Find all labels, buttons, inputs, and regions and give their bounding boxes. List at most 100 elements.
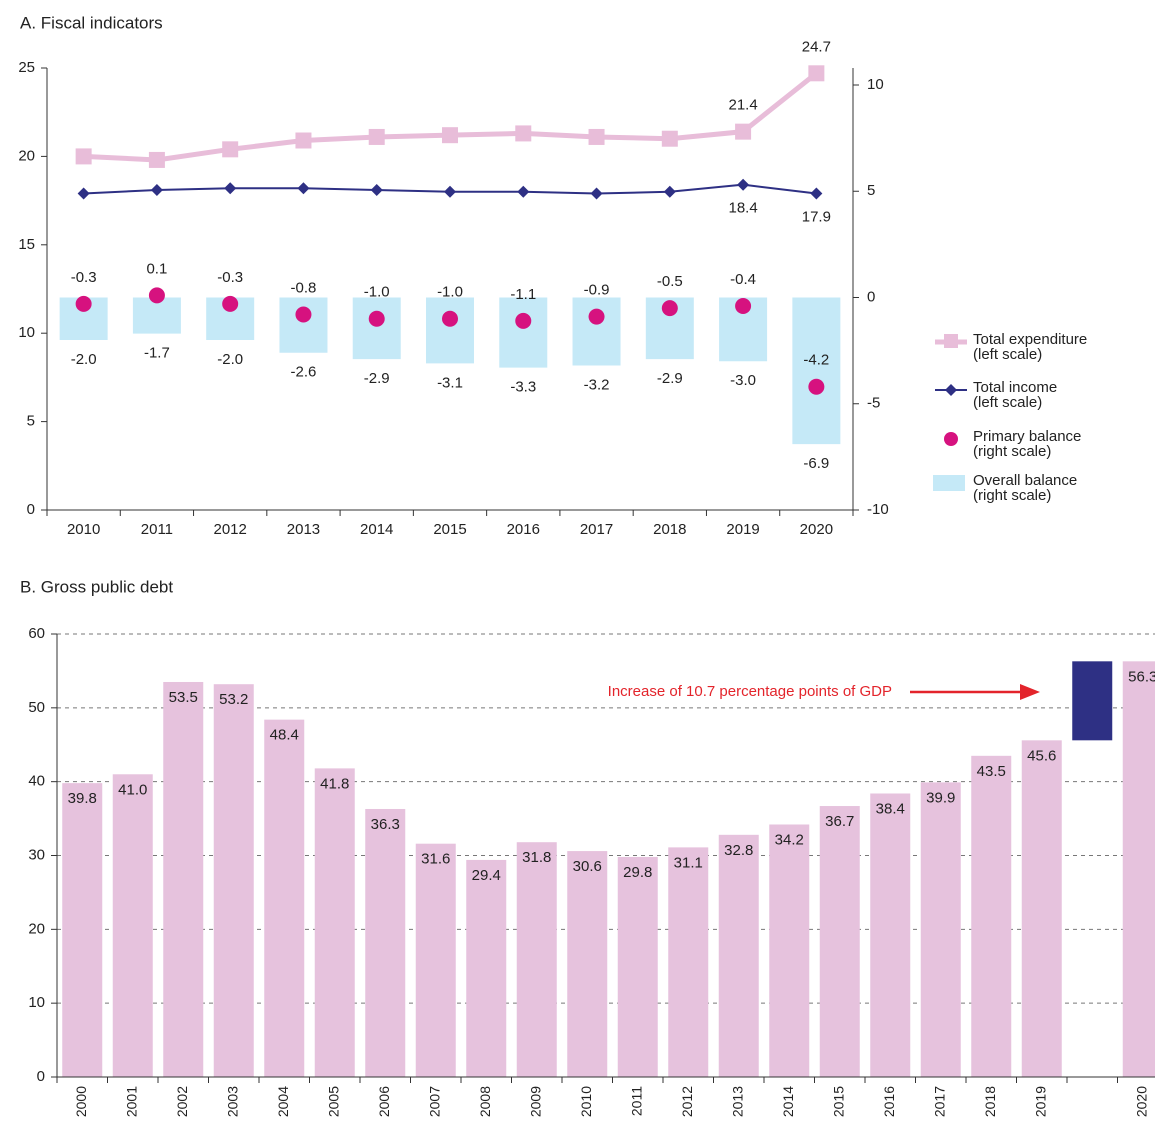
legend-marker: [944, 432, 958, 446]
marker: [737, 178, 750, 191]
marker: [515, 312, 532, 329]
legend-label: Overall balance (right scale): [973, 472, 1077, 504]
bar: [617, 856, 658, 1077]
bar: [769, 824, 810, 1077]
y-tick-label: 5: [27, 413, 35, 430]
y-tick-label: 10: [18, 324, 35, 341]
data-label: 24.7: [802, 38, 831, 55]
y-tick-label: 30: [28, 846, 45, 863]
legend-marker: [933, 475, 965, 491]
data-label: 36.3: [371, 816, 400, 833]
data-label: -3.2: [584, 376, 610, 393]
y2-tick-label: 10: [867, 76, 884, 93]
data-label: 36.7: [825, 813, 854, 830]
y2-tick-label: 0: [867, 288, 875, 305]
data-label: -1.0: [437, 284, 463, 301]
x-tick-label: 2020: [1133, 1086, 1149, 1117]
data-label: -3.1: [437, 374, 463, 391]
data-label: 56.3: [1128, 668, 1155, 685]
data-label: 31.6: [421, 851, 450, 868]
bar: [132, 297, 181, 334]
x-tick-label: 2007: [426, 1086, 442, 1117]
x-tick-label: 2015: [433, 521, 466, 538]
data-label: 0.1: [146, 260, 167, 277]
data-label: -4.2: [803, 352, 829, 369]
data-label: 53.2: [219, 691, 248, 708]
chart-title: B. Gross public debt: [20, 577, 173, 596]
data-label: 48.4: [270, 727, 299, 744]
y-tick-label: 0: [37, 1068, 45, 1085]
annotation: Increase of 10.7 percentage points of GD…: [608, 683, 892, 700]
bar: [352, 297, 401, 360]
bar: [567, 851, 608, 1077]
marker: [517, 185, 530, 198]
bar: [792, 297, 841, 445]
bar: [62, 783, 103, 1077]
marker: [297, 182, 310, 195]
data-label: -2.9: [364, 370, 390, 387]
x-tick-label: 2009: [527, 1086, 543, 1117]
data-label: 39.9: [926, 789, 955, 806]
x-tick-label: 2000: [73, 1086, 89, 1117]
line: [83, 71, 818, 163]
x-tick-label: 2013: [729, 1086, 745, 1117]
data-label: 34.2: [775, 831, 804, 848]
x-tick-label: 2018: [653, 521, 686, 538]
x-tick-label: 2012: [213, 521, 246, 538]
bar: [314, 768, 355, 1077]
data-label: 21.4: [728, 97, 757, 114]
legend-marker: [944, 334, 958, 348]
x-tick-label: 2016: [881, 1086, 897, 1117]
x-tick-label: 2012: [679, 1086, 695, 1117]
marker: [368, 128, 385, 145]
bar: [426, 297, 474, 364]
data-label: 41.8: [320, 775, 349, 792]
marker: [222, 141, 239, 158]
x-tick-label: 2019: [1032, 1086, 1048, 1117]
x-tick-label: 2017: [931, 1086, 947, 1117]
x-tick-label: 2010: [578, 1086, 594, 1117]
data-label: -0.8: [291, 279, 317, 296]
x-tick-label: 2016: [507, 521, 540, 538]
bar: [870, 793, 911, 1077]
bar: [516, 842, 557, 1077]
bar: [819, 806, 860, 1077]
marker: [808, 65, 825, 82]
bar: [971, 755, 1012, 1077]
marker: [810, 187, 823, 200]
legend-label: Total expenditure (left scale): [973, 331, 1087, 363]
data-label: 41.0: [118, 781, 147, 798]
marker: [515, 125, 532, 142]
x-tick-label: 2011: [628, 1086, 644, 1116]
data-label: -0.3: [71, 269, 97, 286]
x-tick-label: 2014: [360, 521, 393, 538]
legend-label: Primary balance (right scale): [973, 428, 1081, 460]
data-label: -1.0: [364, 284, 390, 301]
marker: [295, 306, 312, 323]
data-label: -1.1: [510, 286, 536, 303]
bar: [466, 859, 507, 1077]
x-tick-label: 2018: [982, 1086, 998, 1117]
x-tick-label: 2004: [275, 1086, 291, 1117]
data-label: -2.0: [71, 351, 97, 368]
marker: [370, 183, 383, 196]
y-tick-label: 40: [28, 773, 45, 790]
data-label: 43.5: [977, 763, 1006, 780]
y2-tick-label: 5: [867, 182, 875, 199]
marker: [663, 185, 676, 198]
x-tick-label: 2005: [325, 1086, 341, 1117]
bar: [365, 808, 406, 1077]
marker: [150, 183, 163, 196]
legend-marker: [945, 384, 957, 396]
marker: [224, 182, 237, 195]
marker: [590, 187, 603, 200]
bar: [112, 774, 153, 1077]
marker: [661, 130, 678, 147]
data-label: 31.8: [522, 849, 551, 866]
x-tick-label: 2001: [123, 1086, 139, 1117]
x-tick-label: 2015: [830, 1086, 846, 1117]
marker: [735, 298, 752, 314]
marker: [442, 127, 458, 144]
